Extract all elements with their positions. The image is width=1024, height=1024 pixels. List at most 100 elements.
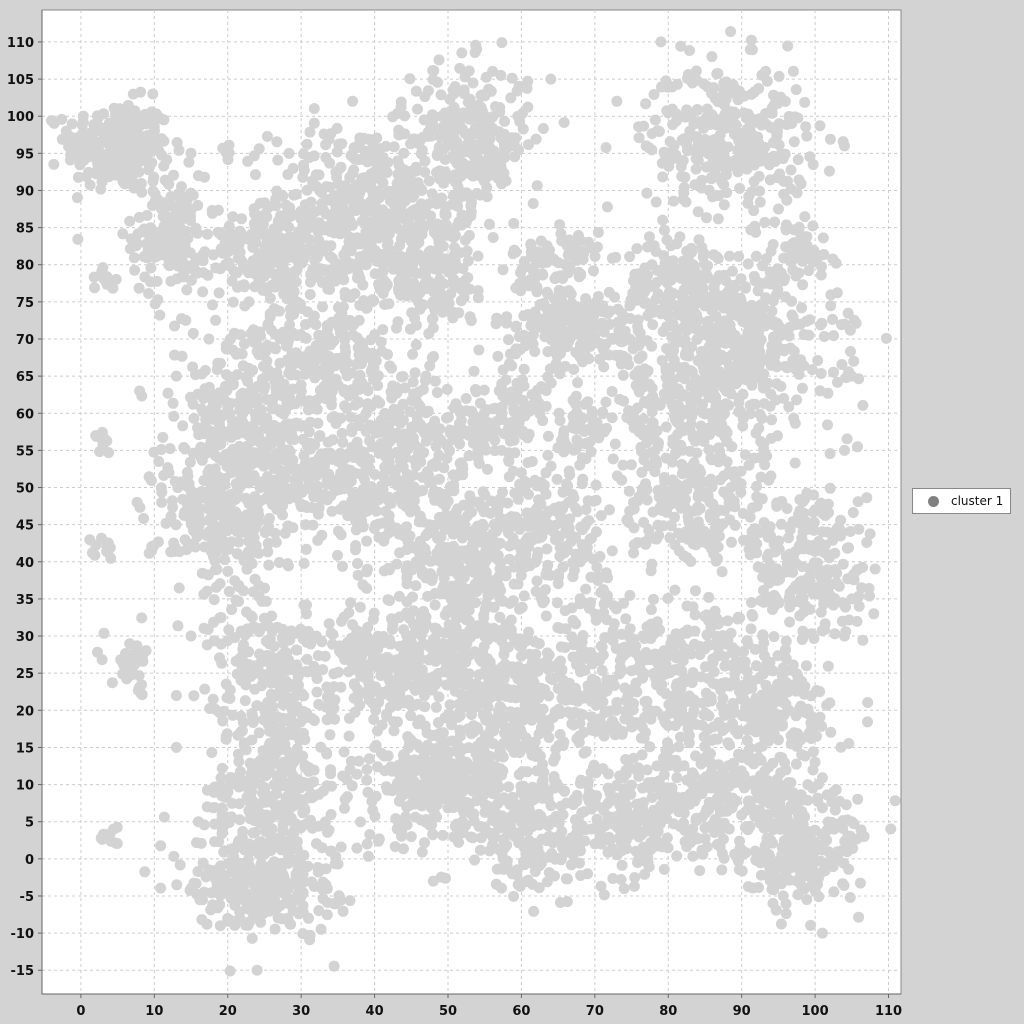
data-point — [668, 482, 680, 494]
data-point — [528, 398, 540, 410]
data-point — [486, 122, 498, 134]
data-point — [402, 232, 414, 244]
data-point — [746, 186, 758, 198]
data-point — [394, 417, 406, 429]
data-point — [372, 380, 384, 391]
data-point — [589, 331, 600, 343]
data-point — [283, 147, 295, 159]
data-point — [783, 330, 795, 342]
data-point — [185, 187, 197, 199]
data-point — [790, 84, 802, 96]
data-point — [400, 183, 412, 195]
data-point — [222, 257, 234, 268]
data-point — [614, 393, 626, 405]
data-point — [128, 252, 140, 264]
data-point — [718, 99, 730, 111]
data-point — [435, 89, 447, 101]
data-point — [764, 400, 776, 412]
data-point — [638, 120, 650, 132]
data-point — [465, 206, 477, 218]
data-point — [766, 340, 778, 351]
data-point — [237, 458, 249, 470]
data-point — [141, 210, 153, 221]
data-point — [426, 313, 438, 325]
data-point — [261, 130, 273, 142]
data-point — [95, 183, 107, 195]
data-point — [261, 394, 273, 405]
data-point — [672, 264, 684, 276]
data-point — [209, 463, 221, 475]
data-point — [462, 255, 474, 267]
data-point — [365, 134, 377, 146]
data-point — [759, 216, 771, 228]
data-point — [697, 407, 709, 419]
data-point — [273, 485, 285, 497]
data-point — [391, 194, 403, 206]
data-point — [768, 89, 779, 101]
data-point — [71, 192, 83, 204]
data-point — [795, 354, 806, 366]
data-point — [677, 193, 689, 205]
data-point — [642, 365, 654, 377]
data-point — [253, 580, 265, 592]
data-point — [775, 344, 787, 356]
data-point — [517, 374, 528, 386]
data-point — [623, 485, 635, 497]
data-point — [791, 394, 803, 406]
data-point — [263, 559, 275, 571]
data-point — [739, 282, 751, 294]
data-point — [332, 379, 344, 391]
data-point — [212, 357, 224, 369]
data-point — [710, 555, 722, 567]
data-point — [406, 176, 418, 188]
data-point — [553, 407, 565, 419]
data-point — [503, 447, 515, 459]
data-point — [725, 306, 737, 318]
data-point — [172, 620, 184, 632]
data-point — [801, 315, 812, 327]
data-point — [784, 587, 796, 599]
data-point — [439, 154, 451, 165]
data-point — [227, 211, 239, 223]
data-point — [145, 262, 157, 274]
data-point — [823, 165, 835, 177]
data-point — [280, 287, 292, 299]
data-point — [285, 433, 297, 445]
data-point — [143, 288, 155, 299]
data-point — [177, 420, 189, 432]
data-point — [677, 425, 689, 437]
data-point — [432, 76, 443, 88]
data-point — [161, 154, 173, 166]
data-point — [769, 216, 781, 228]
data-point — [270, 343, 282, 355]
data-point — [136, 612, 148, 624]
data-point — [132, 150, 144, 162]
data-point — [278, 454, 290, 466]
data-point — [169, 349, 180, 361]
data-point — [351, 436, 363, 448]
data-point — [657, 171, 669, 183]
data-point — [388, 141, 400, 153]
data-point — [333, 138, 345, 150]
data-point — [251, 495, 263, 507]
data-point — [313, 234, 325, 246]
data-point — [316, 529, 328, 541]
data-point — [710, 310, 722, 322]
data-point — [808, 633, 820, 644]
data-point — [691, 309, 702, 321]
data-point — [797, 255, 809, 267]
data-point — [298, 252, 310, 263]
data-point — [208, 594, 220, 606]
data-point — [379, 299, 391, 310]
data-point — [397, 398, 409, 410]
data-point — [163, 178, 175, 190]
data-point — [179, 443, 191, 455]
data-point — [171, 273, 183, 285]
data-point — [786, 118, 798, 129]
data-point — [683, 145, 694, 156]
data-point — [77, 110, 89, 122]
data-point — [465, 164, 477, 176]
data-point — [209, 477, 221, 488]
data-point — [771, 497, 783, 509]
data-point — [228, 233, 240, 245]
